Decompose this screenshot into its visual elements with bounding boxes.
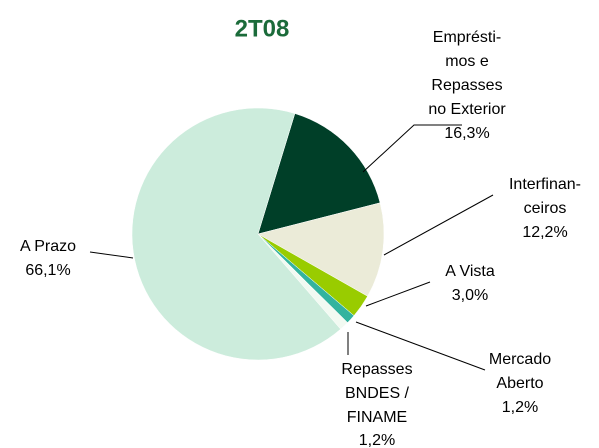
slice-label: BNDES / [345,385,410,402]
slice-label: A Prazo [20,238,76,255]
slice-label: FINAME [347,409,407,426]
slice-label: Emprésti- [433,29,501,46]
value-label: 3,0% [452,287,488,304]
pie-slice [257,202,385,297]
value-label: 66,1% [25,262,70,279]
slice-label: Interfinan- [509,176,581,193]
slice-label: A Vista [445,263,495,280]
slice-label: Mercado [489,351,551,368]
slice-label: ceiros [524,200,567,217]
slice-label: Repasses [341,361,412,378]
leader-line [355,321,486,371]
value-label: 12,2% [522,224,567,241]
value-label: 1,2% [359,432,395,448]
leader-line [383,194,494,256]
slice-label: Repasses [431,77,502,94]
slice-label: Aberto [496,375,543,392]
value-label: 1,2% [502,399,538,416]
leader-line [362,124,462,173]
chart-title: 2T08 [235,15,290,42]
slice-label: mos e [445,53,489,70]
pie-slice [257,113,381,235]
pie-slice [131,107,341,361]
leader-line [89,251,134,259]
value-label: 16,3% [444,125,489,142]
leader-line [365,281,431,307]
slice-label: no Exterior [428,101,506,118]
